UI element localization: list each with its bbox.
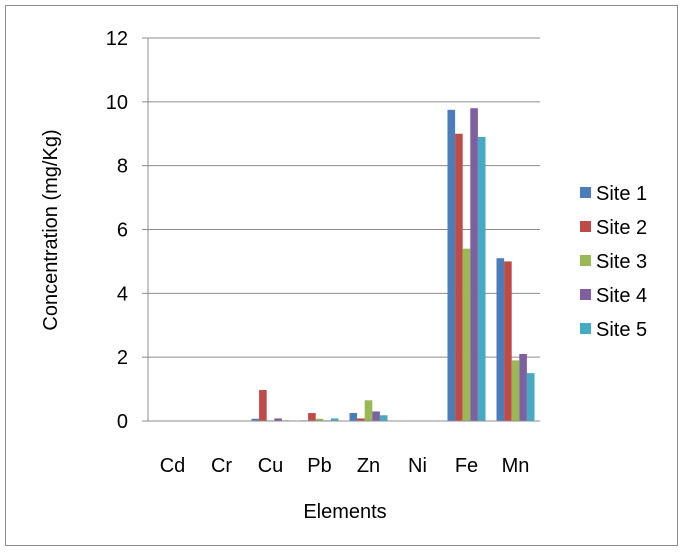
bar-fe-site-5 (477, 136, 486, 422)
bar-mn-site-5 (526, 373, 535, 421)
bar-zn-site-5 (379, 415, 388, 421)
bar-pb-site-2 (308, 413, 316, 421)
bar-pb-site-3 (315, 418, 324, 421)
x-tick-label: Cu (258, 455, 284, 477)
x-tick-label: Pb (307, 455, 331, 477)
x-tick-label: Zn (357, 455, 380, 477)
legend-label: Site 1 (596, 183, 647, 205)
bars (251, 108, 535, 422)
bar-zn-site-1 (349, 413, 358, 421)
y-tick-label: 12 (106, 28, 128, 50)
legend-swatch (580, 221, 591, 232)
bar-zn-site-4 (372, 411, 380, 421)
y-tick-label: 8 (117, 156, 128, 178)
bar-cu-site-2 (259, 390, 267, 421)
legend-swatch (580, 255, 591, 266)
y-tick-label: 0 (117, 411, 128, 433)
x-tick-label: Fe (455, 455, 478, 477)
x-tick-label: Cd (160, 455, 186, 477)
bar-pb-site-5 (330, 418, 339, 421)
x-tick-label: Ni (408, 455, 427, 477)
bar-fe-site-3 (462, 248, 471, 421)
bar-mn-site-1 (496, 258, 505, 421)
y-tick-label: 2 (117, 347, 128, 369)
bar-cu-site-1 (251, 418, 260, 421)
y-tick-labels: 0 2 4 6 8 10 12 (106, 28, 128, 433)
y-tick-label: 10 (106, 92, 128, 114)
x-tick-label: Cr (211, 455, 232, 477)
legend-swatch (580, 187, 591, 198)
bar-mn-site-3 (511, 360, 520, 421)
bar-fe-site-4 (470, 108, 478, 421)
bar-fe-site-1 (447, 109, 456, 421)
legend-label: Site 3 (596, 251, 647, 273)
chart-frame (5, 5, 678, 546)
legend: Site 1 Site 2 Site 3 Site 4 Site 5 (580, 183, 647, 341)
legend-label: Site 2 (596, 217, 647, 239)
bar-mn-site-4 (519, 353, 527, 421)
bar-fe-site-2 (455, 133, 463, 421)
bar-mn-site-2 (504, 261, 512, 421)
x-axis-title: Elements (303, 501, 386, 523)
x-tick-labels: Cd Cr Cu Pb Zn Ni Fe Mn (160, 455, 530, 477)
legend-swatch (580, 289, 591, 300)
axes (147, 38, 540, 422)
y-axis-title: Concentration (mg/Kg) (40, 129, 62, 330)
bar-zn-site-2 (357, 418, 365, 421)
y-tick-label: 6 (117, 220, 128, 242)
bar-zn-site-3 (364, 400, 373, 421)
legend-swatch (580, 323, 591, 334)
legend-label: Site 5 (596, 319, 647, 341)
x-tick-label: Mn (502, 455, 530, 477)
bar-cu-site-4 (274, 418, 282, 421)
legend-label: Site 4 (596, 285, 647, 307)
y-tick-label: 4 (117, 283, 128, 305)
